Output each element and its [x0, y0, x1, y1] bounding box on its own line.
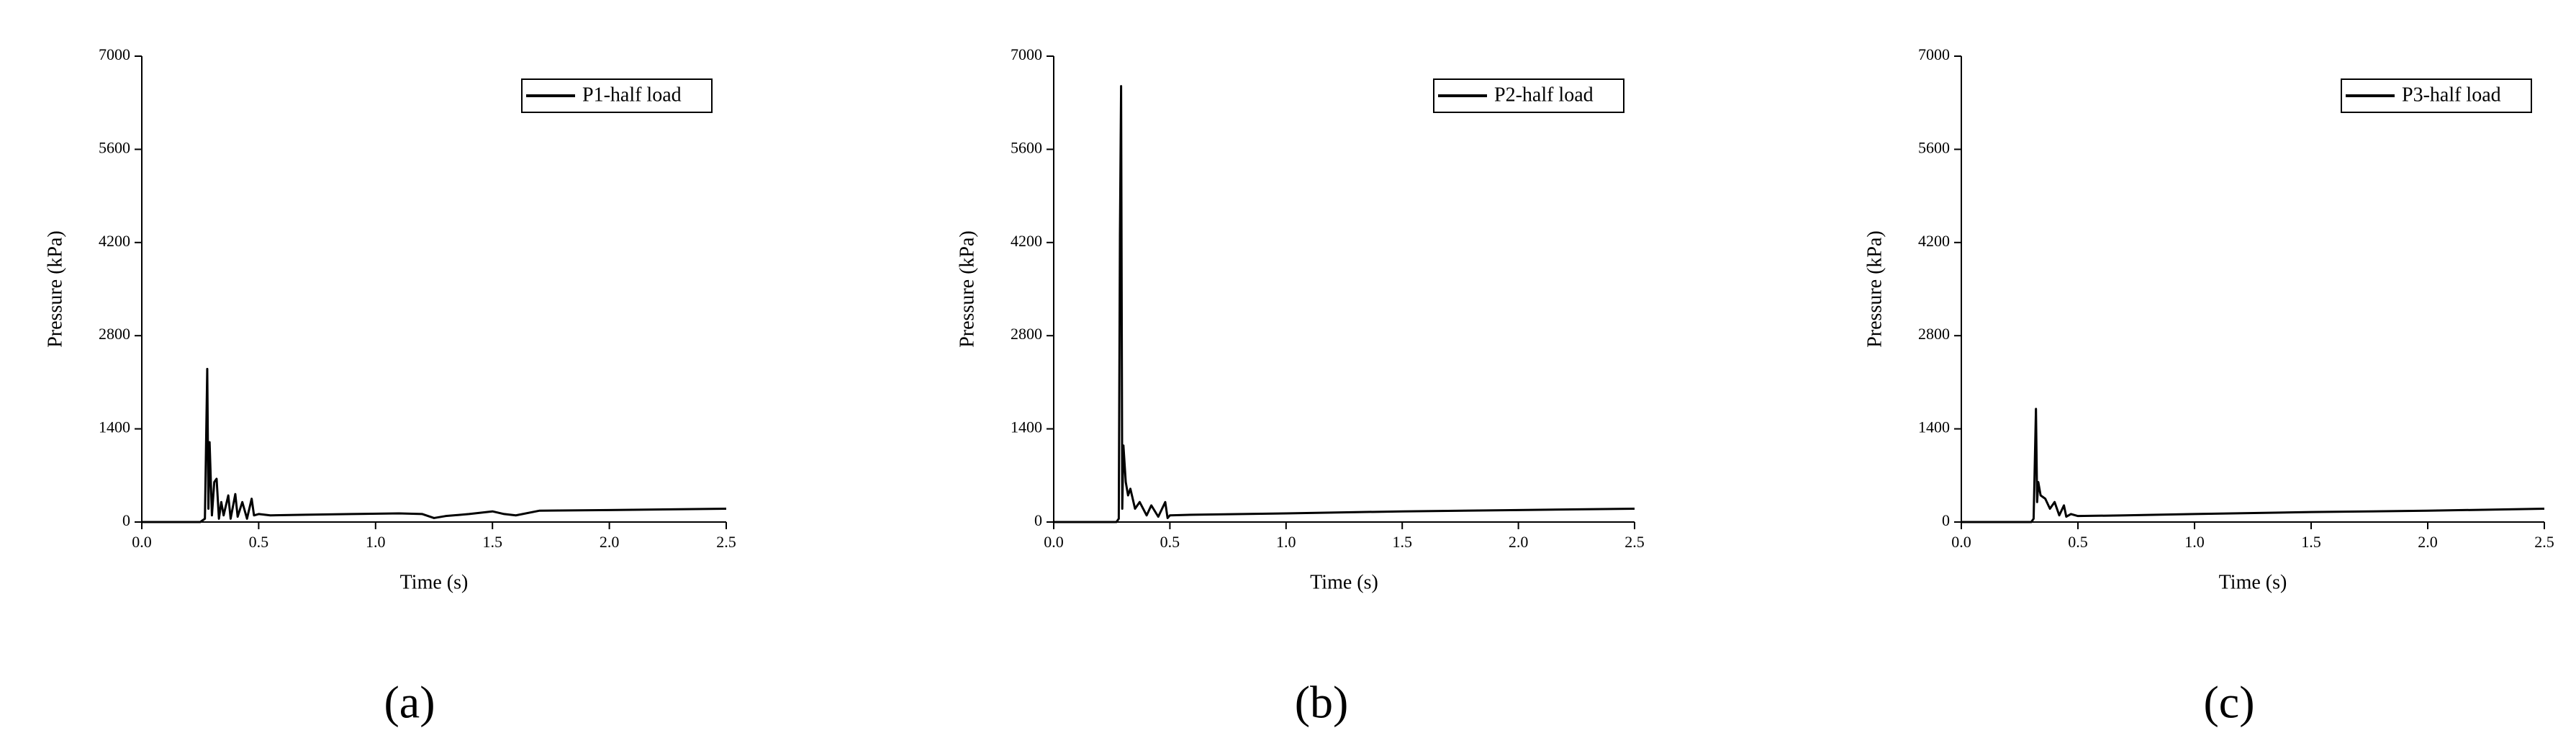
- y-tick-label: 7000: [1011, 45, 1042, 63]
- legend-label: P1-half load: [582, 84, 682, 106]
- x-tick-label: 1.0: [2184, 533, 2205, 551]
- panel-label: (b): [1295, 677, 1349, 728]
- x-tick-label: 0.0: [1044, 533, 1064, 551]
- y-axis-label: Pressure (kPa): [44, 230, 66, 348]
- y-tick-label: 0: [1034, 511, 1042, 529]
- y-tick-label: 1400: [99, 418, 130, 436]
- data-line: [142, 367, 727, 523]
- y-tick-label: 5600: [1011, 138, 1042, 156]
- x-tick-label: 2.5: [1624, 533, 1645, 551]
- y-tick-label: 1400: [1011, 418, 1042, 436]
- y-tick-label: 4200: [1918, 232, 1950, 250]
- data-line: [1961, 408, 2545, 523]
- y-axis-label: Pressure (kPa): [1863, 230, 1886, 348]
- x-tick-label: 2.0: [600, 533, 620, 551]
- x-tick-label: 2.5: [2534, 533, 2554, 551]
- x-tick-label: 2.5: [716, 533, 736, 551]
- y-tick-label: 2800: [1011, 325, 1042, 343]
- x-tick-label: 2.0: [1509, 533, 1529, 551]
- legend-label: P2-half load: [1494, 84, 1594, 106]
- y-tick-label: 7000: [1918, 45, 1950, 63]
- y-tick-label: 7000: [99, 45, 130, 63]
- x-axis-label: Time (s): [1310, 571, 1378, 593]
- x-tick-label: 1.0: [1276, 533, 1296, 551]
- y-tick-label: 1400: [1918, 418, 1950, 436]
- y-tick-label: 5600: [99, 138, 130, 156]
- legend-label: P3-half load: [2402, 84, 2501, 106]
- y-tick-label: 4200: [99, 232, 130, 250]
- y-tick-label: 2800: [1918, 325, 1950, 343]
- x-tick-label: 1.5: [2301, 533, 2321, 551]
- y-tick-label: 0: [1942, 511, 1950, 529]
- x-tick-label: 0.5: [249, 533, 269, 551]
- x-tick-label: 1.5: [482, 533, 502, 551]
- y-tick-label: 5600: [1918, 138, 1950, 156]
- y-tick-label: 2800: [99, 325, 130, 343]
- x-tick-label: 0.0: [1951, 533, 1971, 551]
- panel-label: (c): [2203, 677, 2254, 728]
- x-axis-label: Time (s): [400, 571, 469, 593]
- x-tick-label: 1.5: [1392, 533, 1412, 551]
- y-axis-label: Pressure (kPa): [956, 230, 978, 348]
- x-tick-label: 0.5: [1160, 533, 1180, 551]
- x-tick-label: 1.0: [366, 533, 386, 551]
- x-tick-label: 2.0: [2418, 533, 2438, 551]
- data-line: [1054, 85, 1635, 523]
- y-tick-label: 4200: [1011, 232, 1042, 250]
- x-tick-label: 0.0: [132, 533, 152, 551]
- panel-label: (a): [384, 677, 435, 728]
- x-tick-label: 0.5: [2068, 533, 2088, 551]
- y-tick-label: 0: [122, 511, 130, 529]
- x-axis-label: Time (s): [2219, 571, 2287, 593]
